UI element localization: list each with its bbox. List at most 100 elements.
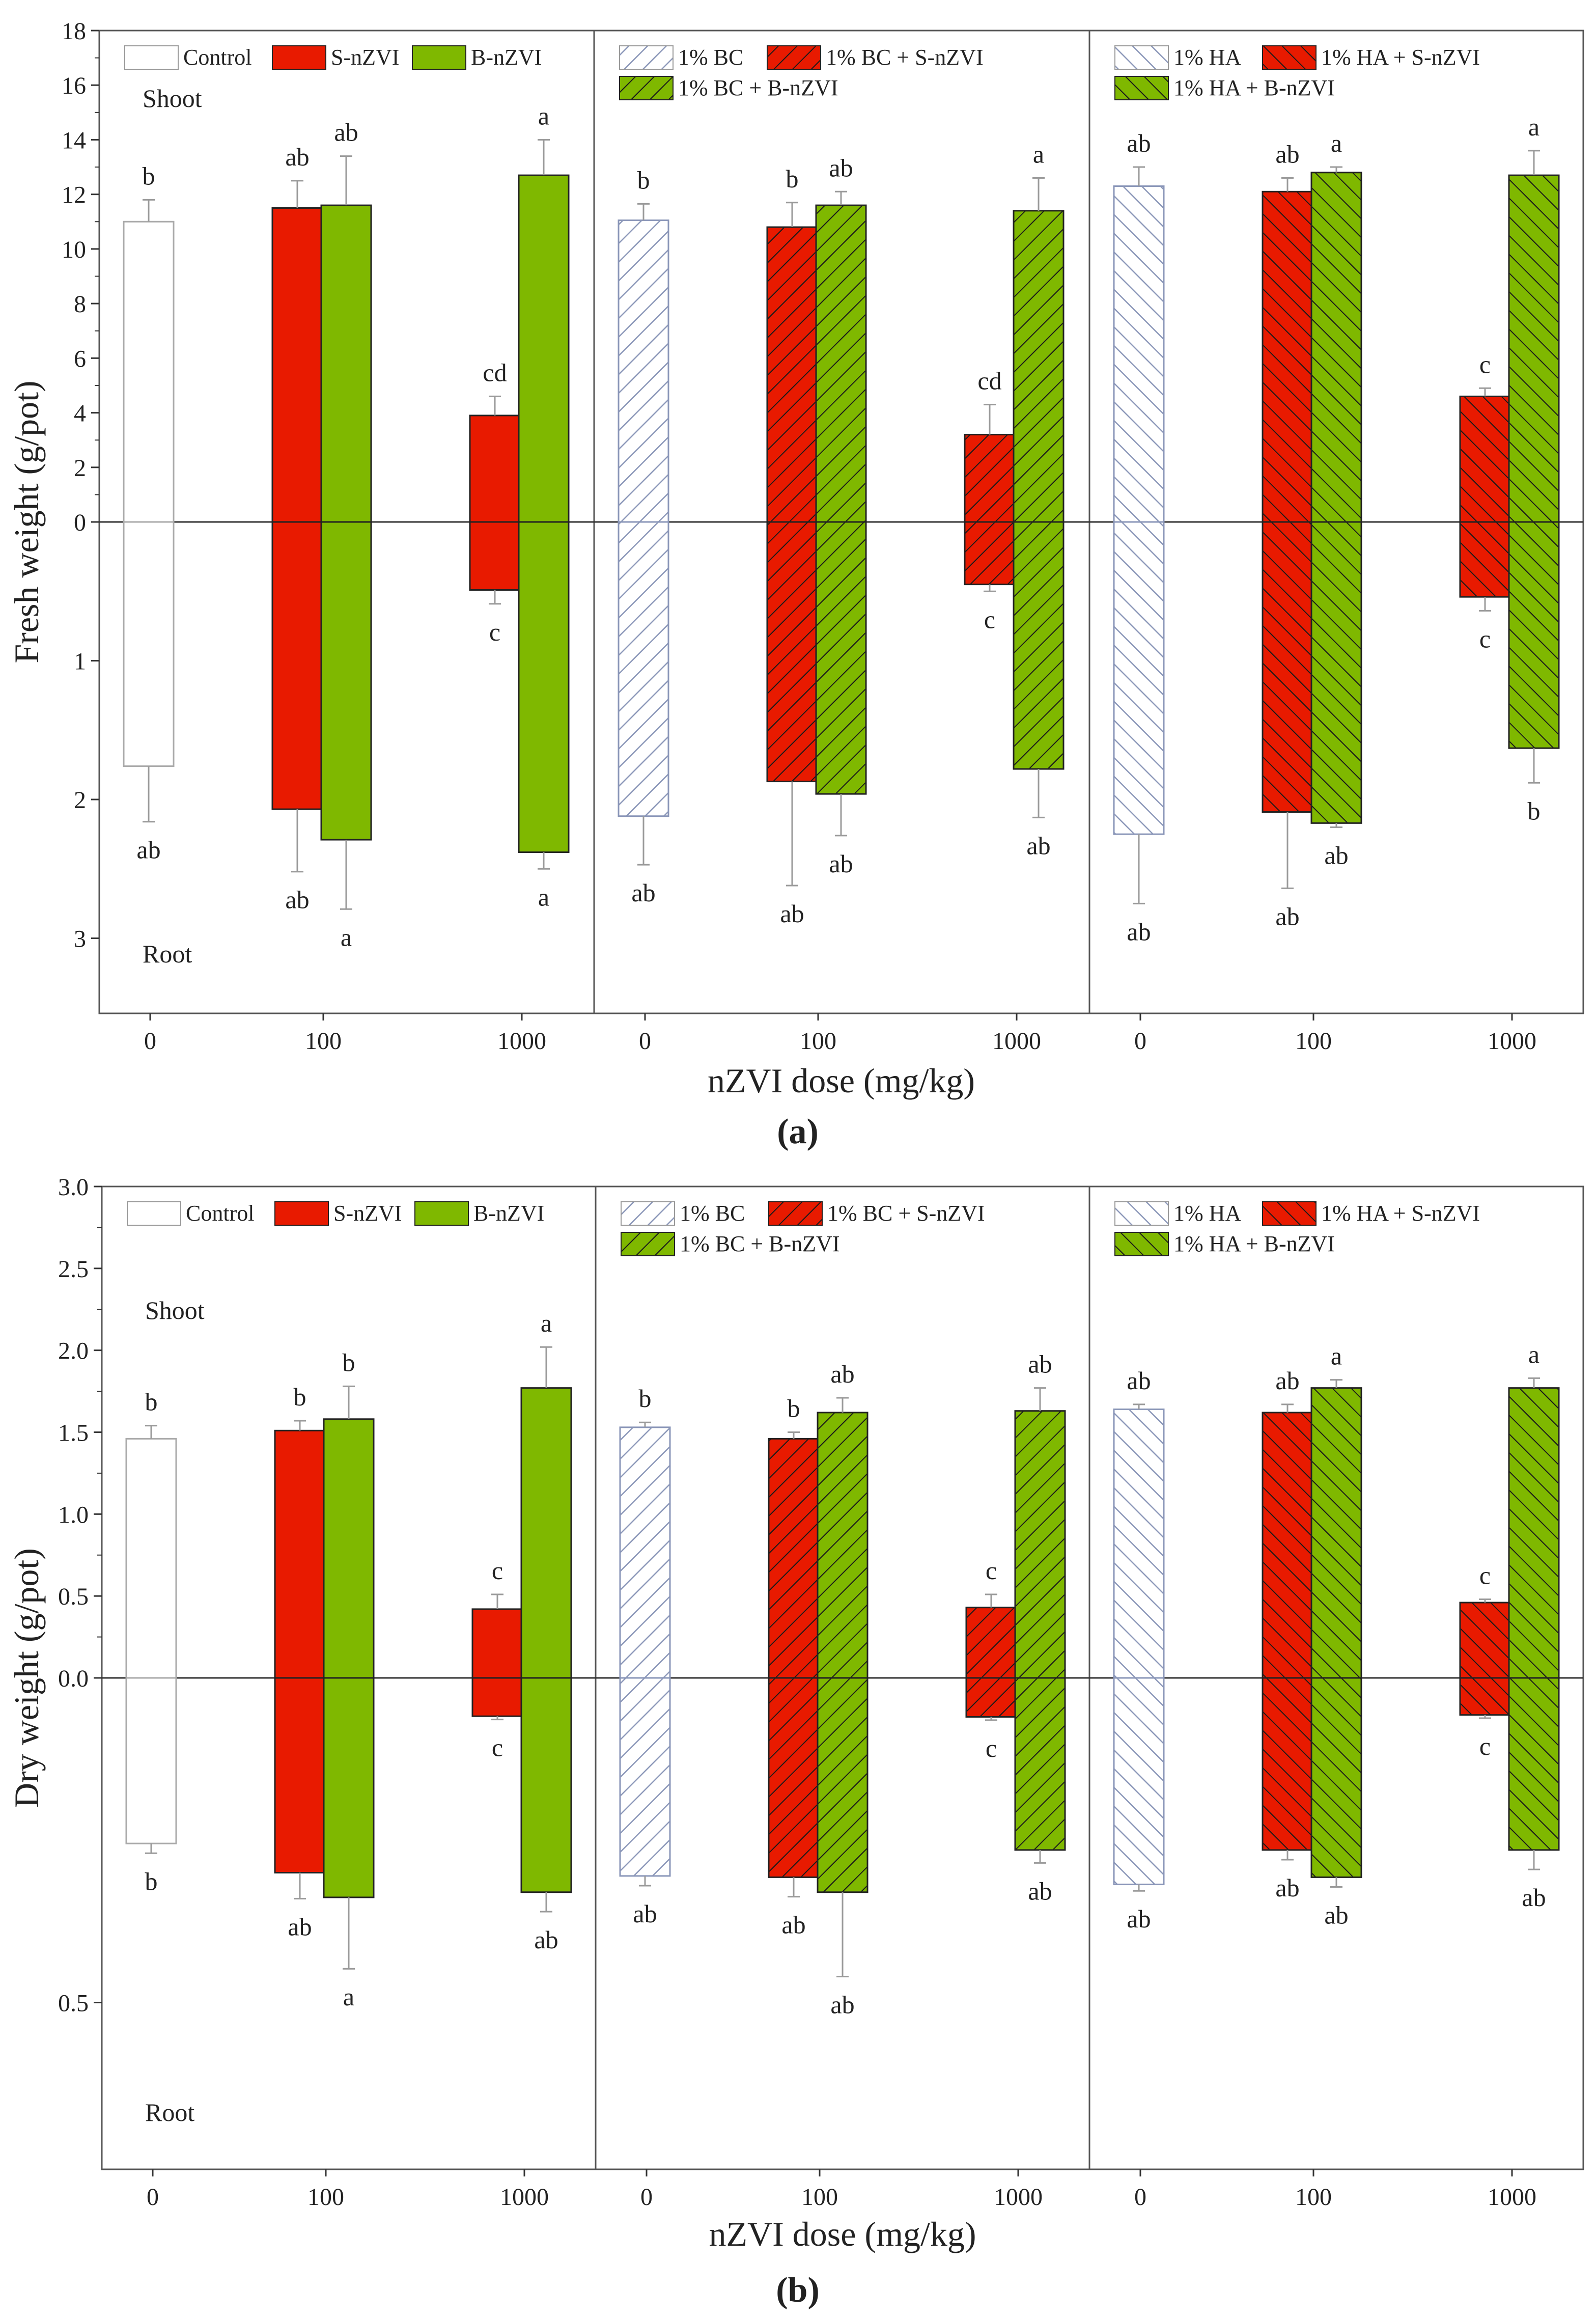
sig-label-shoot: b <box>786 164 799 193</box>
bar-root-b-1000 <box>1508 1677 1560 1851</box>
bar-root-s-100 <box>271 521 323 810</box>
bar-root-s-100 <box>274 1677 326 1873</box>
panel-label-b: (b) <box>776 2271 820 2310</box>
bar-shoot-b-1000 <box>1508 1387 1560 1679</box>
bar-shoot-s-1000 <box>471 1608 523 1679</box>
bar-root-control-0 <box>619 1677 671 1877</box>
bar-shoot-b-100 <box>1310 1387 1362 1679</box>
x-tick-label: 0 <box>144 1028 156 1055</box>
sig-label-root: b <box>145 1867 158 1895</box>
legend-label: S-nZVI <box>333 1201 402 1226</box>
bar-root-b-1000 <box>1014 1677 1066 1851</box>
bar-shoot-b-1000 <box>520 1387 572 1679</box>
x-tick-label: 1000 <box>992 1028 1041 1055</box>
sig-label-root: c <box>986 1734 997 1762</box>
legend-label: 1% BC <box>678 45 743 70</box>
legend-label: Control <box>186 1201 254 1226</box>
x-axis-label: nZVI dose (mg/kg) <box>709 2215 976 2253</box>
bar-shoot-s-100 <box>274 1429 326 1679</box>
bar-root-b-1000 <box>518 521 570 853</box>
sig-label-root: b <box>1528 796 1541 825</box>
legend-swatch-s <box>1262 45 1317 70</box>
y-tick-label-shoot: 16 <box>62 72 86 99</box>
x-tick-label: 0 <box>1134 1028 1146 1055</box>
legend-swatch-s <box>272 45 326 70</box>
bar-shoot-control-0 <box>125 1438 177 1679</box>
sig-label-root: c <box>492 1733 503 1762</box>
y-tick-label-root: 1 <box>74 648 86 675</box>
y-tick-label-shoot: 10 <box>62 236 86 263</box>
sig-label-root: ab <box>1028 1877 1052 1905</box>
sig-label-root: ab <box>781 1911 805 1939</box>
bar-root-b-100 <box>323 1677 375 1898</box>
sig-label-root: ab <box>1324 1901 1348 1929</box>
x-tick-label: 1000 <box>994 2184 1043 2211</box>
x-tick-label: 100 <box>801 2184 838 2211</box>
y-tick-label-shoot: 8 <box>74 291 86 318</box>
bar-root-s-1000 <box>1459 521 1511 598</box>
y-tick-label-root: 2 <box>74 787 86 814</box>
sig-label-root: c <box>489 618 500 646</box>
sig-label-shoot: b <box>637 166 650 194</box>
x-tick-label: 100 <box>800 1028 836 1055</box>
x-tick-label: 1000 <box>497 1028 546 1055</box>
y-tick-label-shoot: 12 <box>62 182 86 209</box>
shoot-label: Shoot <box>143 84 202 113</box>
y-tick-label-shoot: 4 <box>74 400 86 427</box>
x-tick-label: 100 <box>1295 2184 1332 2211</box>
shoot-label: Shoot <box>145 1296 205 1325</box>
bar-root-control-0 <box>125 1677 177 1844</box>
legend-swatch-control <box>127 1201 181 1226</box>
bar-root-s-1000 <box>471 1677 523 1717</box>
sig-label-root: ab <box>1127 917 1151 946</box>
legend-label: 1% BC <box>680 1201 745 1226</box>
legend-swatch-s <box>767 45 821 70</box>
sig-label-shoot: ab <box>334 118 358 147</box>
bar-shoot-b-100 <box>320 204 372 523</box>
bar-shoot-s-1000 <box>469 415 521 523</box>
sig-label-root: ab <box>285 886 309 914</box>
y-tick-label-shoot: 0.5 <box>58 1583 89 1610</box>
bar-shoot-control-0 <box>1113 1408 1165 1679</box>
bar-shoot-control-0 <box>123 220 175 523</box>
y-tick-label-shoot: 1.0 <box>58 1501 89 1528</box>
sig-label-root: ab <box>631 878 655 907</box>
sig-label-shoot: b <box>788 1394 800 1423</box>
legend-label: Control <box>183 45 251 70</box>
sig-label-root: c <box>1479 1732 1491 1760</box>
bar-root-b-100 <box>815 521 867 795</box>
sig-label-root: a <box>343 1982 354 2011</box>
y-tick-label-shoot: 6 <box>74 345 86 372</box>
bar-shoot-s-100 <box>271 207 323 523</box>
sig-label-shoot: a <box>1331 1342 1342 1370</box>
sig-label-root: ab <box>288 1913 312 1941</box>
sig-label-shoot: a <box>541 1309 552 1337</box>
sig-label-shoot: a <box>1528 113 1539 141</box>
legend-swatch-control <box>619 45 674 70</box>
sig-label-root: ab <box>1275 902 1299 930</box>
sig-label-root: a <box>341 923 352 951</box>
bar-root-s-1000 <box>964 521 1016 586</box>
bar-root-s-100 <box>766 521 818 783</box>
sig-label-root: ab <box>1324 841 1348 870</box>
x-tick-label: 0 <box>640 2184 653 2211</box>
sig-label-shoot: ab <box>1275 140 1299 169</box>
sig-label-shoot: ab <box>829 153 853 182</box>
sig-label-shoot: a <box>1331 129 1342 157</box>
root-label: Root <box>145 2098 194 2127</box>
sig-label-root: ab <box>1127 1905 1151 1933</box>
x-tick-label: 0 <box>147 2184 159 2211</box>
sig-label-root: ab <box>1275 1873 1299 1902</box>
x-tick-label: 0 <box>1134 2184 1146 2211</box>
bar-shoot-control-0 <box>618 219 669 523</box>
legend-swatch-b <box>619 76 674 100</box>
bar-shoot-b-1000 <box>1014 1410 1066 1679</box>
panel-label-a: (a) <box>777 1112 819 1151</box>
legend-label: 1% HA + B-nZVI <box>1173 75 1335 100</box>
bar-root-b-1000 <box>1508 521 1560 749</box>
legend-swatch-b <box>1114 1232 1169 1256</box>
sig-label-shoot: b <box>145 1388 158 1416</box>
legend-swatch-s <box>274 1201 329 1226</box>
